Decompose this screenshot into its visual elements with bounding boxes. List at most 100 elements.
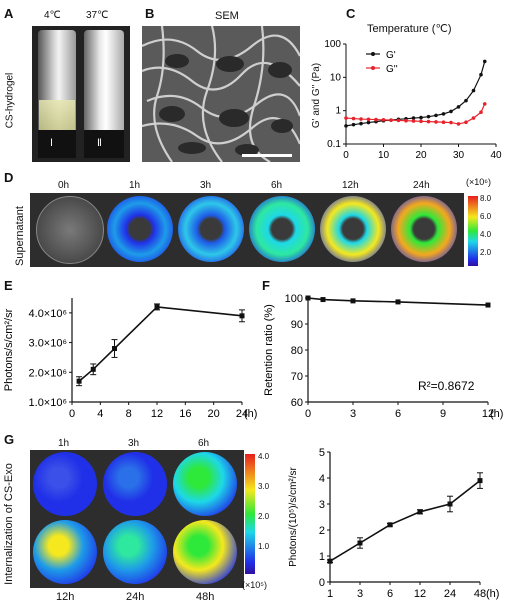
data-point <box>154 304 160 310</box>
data-point <box>471 88 476 93</box>
data-point <box>350 298 356 304</box>
data-point <box>419 115 423 120</box>
x-tick-label: 40 <box>490 150 502 161</box>
well-d <box>249 196 315 262</box>
data-point <box>351 116 356 121</box>
well-d <box>36 196 104 264</box>
x-tick-label: 20 <box>415 150 427 161</box>
data-point <box>419 119 423 124</box>
panel-c-ylabel: G' and G'' (Pa) <box>311 62 323 129</box>
data-point <box>359 121 363 126</box>
chart-e: 0 4 8 12 16 20 24 1.0×10⁶ 2.0×10⁶ 3.0×10⁶ 4.0×10⁶ (… <box>3 298 257 420</box>
well-g <box>103 520 167 584</box>
x-tick-label: 3 <box>350 408 356 420</box>
y-tick-label: 80 <box>291 345 303 357</box>
data-point <box>441 112 446 116</box>
colorbar-d-tick: 8.0 <box>480 194 492 203</box>
data-point <box>389 118 393 122</box>
panel-label-a: A <box>4 6 14 21</box>
legend-label: G'' <box>386 64 398 75</box>
legend-marker <box>371 66 375 70</box>
series-line <box>345 103 486 125</box>
x-tick-label: 16 <box>179 408 191 420</box>
colorbar-g-tick: 2.0 <box>258 512 270 521</box>
data-point <box>320 297 326 303</box>
y-tick-label: 60 <box>291 397 303 409</box>
data-point <box>441 120 446 125</box>
panel-d-time-label: 12h <box>342 180 359 191</box>
data-point <box>426 119 431 124</box>
x-unit: (h) <box>490 408 503 420</box>
panel-d-time-label: 0h <box>58 180 70 191</box>
chart-f: 0 3 6 9 12 60 70 80 90 100 (h) Retention ratio (%) R… <box>263 293 503 420</box>
x-tick-label: 6 <box>387 588 393 600</box>
data-point <box>456 122 461 126</box>
data-point <box>434 120 438 124</box>
data-point <box>366 120 371 125</box>
panel-c-title: Temperature (℃) <box>367 23 452 35</box>
panel-g-scale-unit: (×10⁵) <box>242 580 267 590</box>
x-tick-label: 8 <box>126 408 132 420</box>
data-point <box>479 110 483 114</box>
y-axis-label: Photons/(10⁵)/s/cm²/sr <box>288 466 299 566</box>
x-tick-label: 9 <box>440 408 446 420</box>
y-tick-label: 100 <box>285 293 303 305</box>
data-point <box>112 346 117 352</box>
colorbar-d-tick: 6.0 <box>480 212 492 221</box>
data-point <box>359 117 363 121</box>
panel-d-ylabel: Supernatant <box>13 206 26 266</box>
y-tick-label: 10 <box>330 72 342 83</box>
x-tick-label: 20 <box>208 408 220 420</box>
vial-1: Ⅰ <box>38 30 76 158</box>
x-tick-label: 30 <box>453 150 465 161</box>
y-tick-label: 0 <box>319 577 325 589</box>
data-point <box>357 540 363 546</box>
data-point <box>404 118 408 123</box>
x-unit: (h) <box>244 408 257 420</box>
colorbar-d <box>468 196 478 266</box>
data-point <box>374 117 378 122</box>
panel-label-e: E <box>4 278 13 293</box>
colorbar-g-tick: 4.0 <box>258 452 270 461</box>
vial-1-liquid <box>39 100 75 130</box>
x-tick-label: 48 <box>474 588 486 600</box>
panel-a-temp-37c: 37℃ <box>86 10 109 21</box>
panel-d-time-label: 3h <box>200 180 212 191</box>
data-point <box>477 478 483 484</box>
series-line <box>329 479 481 562</box>
panel-a-temp-4c: 4℃ <box>44 10 61 21</box>
x-tick-label: 12 <box>414 588 426 600</box>
well-g <box>33 520 97 584</box>
panel-label-f: F <box>262 278 270 293</box>
well-g <box>173 520 237 584</box>
panel-label-d: D <box>4 170 14 185</box>
x-tick-label: 12 <box>482 408 494 420</box>
panel-label-c: C <box>346 6 356 21</box>
y-axis-label: Retention ratio (%) <box>263 304 275 396</box>
x-tick-label: 0 <box>305 408 311 420</box>
annotation: R²=0.8672 <box>418 379 475 393</box>
data-point <box>482 59 487 64</box>
legend-marker <box>371 52 375 56</box>
colorbar-d-tick: 2.0 <box>480 248 492 257</box>
y-tick-label: 100 <box>324 39 341 50</box>
panel-g-time-label: 1h <box>58 438 70 449</box>
x-unit: (h) <box>486 588 499 600</box>
x-tick-label: 3 <box>357 588 363 600</box>
x-tick-label: 0 <box>69 408 75 420</box>
x-tick-label: 24 <box>444 588 456 600</box>
data-point <box>449 109 453 114</box>
y-tick-label: 3 <box>319 499 325 511</box>
colorbar-d-tick: 4.0 <box>480 230 492 239</box>
panel-g-ylabel: Internalization of CS-Exo <box>2 463 15 585</box>
data-point <box>456 105 461 109</box>
data-point <box>464 120 468 125</box>
series-line <box>78 306 243 382</box>
data-point <box>396 118 401 123</box>
vial-2: Ⅱ <box>84 30 124 158</box>
data-point <box>434 113 438 118</box>
x-tick-label: 10 <box>378 150 390 161</box>
panel-label-g: G <box>4 432 15 447</box>
data-point <box>447 501 453 507</box>
